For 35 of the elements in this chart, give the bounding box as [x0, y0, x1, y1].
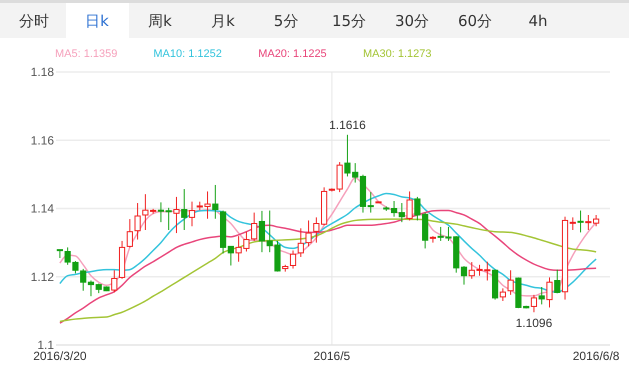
candlestick: [538, 286, 545, 305]
candlestick: [305, 220, 312, 247]
annotation: 1.1616: [329, 118, 366, 132]
candlestick: [290, 250, 296, 270]
candlestick: [126, 218, 133, 248]
text: MA10: 1.1252: [153, 48, 222, 60]
candlestick: [577, 210, 584, 233]
y-tick-label: 1.1: [37, 338, 54, 352]
candlestick: [530, 294, 538, 313]
y-tick-label: 1.12: [30, 270, 54, 284]
text: MA30: 1.1273: [363, 48, 432, 60]
candlestick: [546, 276, 553, 308]
candlestick: [181, 188, 188, 230]
candlestick: [500, 288, 506, 302]
candlestick: [298, 228, 304, 258]
y-tick-label: 1.18: [30, 65, 54, 79]
x-tick-label: 2016/6/8: [572, 349, 620, 363]
y-tick-label: 1.14: [30, 202, 54, 216]
candlestick: [134, 202, 141, 240]
candlestick: [212, 184, 218, 220]
candlestick: [173, 196, 180, 234]
candlestick: [508, 270, 514, 296]
x-tick-label: 2016/5: [314, 349, 351, 363]
tab-bar: 分时 日k 周k 月k 5分 15分 30分 60分 4h: [0, 0, 629, 38]
x-tick-label: 2016/3/20: [33, 349, 87, 363]
candlestick: [554, 269, 560, 294]
annotation: 1.1096: [516, 316, 553, 330]
candlestick: [188, 201, 196, 227]
candlestick: [236, 236, 242, 262]
text: MA5: 1.1359: [55, 48, 118, 60]
text: MA20: 1.1225: [258, 48, 327, 60]
candlestick: [111, 270, 118, 293]
candlestick: [406, 190, 413, 221]
candlestick: [228, 246, 234, 266]
y-tick-label: 1.16: [30, 133, 54, 148]
